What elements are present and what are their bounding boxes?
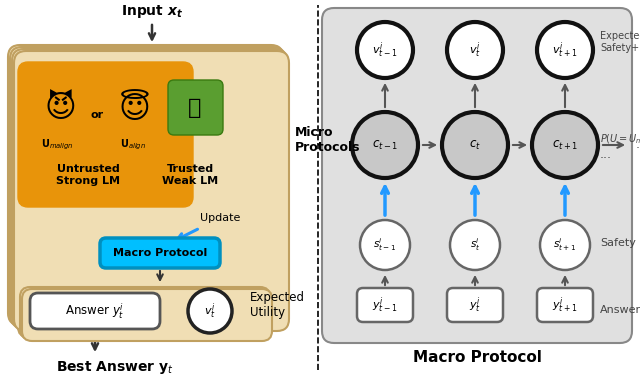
Text: $v_{t-1}^i$: $v_{t-1}^i$ bbox=[372, 40, 397, 60]
FancyBboxPatch shape bbox=[537, 288, 593, 322]
Text: ...: ... bbox=[600, 148, 612, 162]
Text: $c_t$: $c_t$ bbox=[469, 138, 481, 152]
FancyBboxPatch shape bbox=[447, 288, 503, 322]
Text: $c_{t-1}$: $c_{t-1}$ bbox=[372, 138, 398, 152]
FancyBboxPatch shape bbox=[357, 288, 413, 322]
Text: ...: ... bbox=[636, 138, 640, 152]
Text: $v_t^i$: $v_t^i$ bbox=[204, 301, 216, 321]
FancyBboxPatch shape bbox=[8, 45, 283, 325]
Circle shape bbox=[447, 22, 503, 78]
FancyBboxPatch shape bbox=[18, 62, 193, 207]
Circle shape bbox=[537, 22, 593, 78]
Text: $c_{t+1}$: $c_{t+1}$ bbox=[552, 138, 578, 152]
Text: $\mathbf{U}_{align}$: $\mathbf{U}_{align}$ bbox=[120, 138, 146, 152]
Text: $s_{t+1}^i$: $s_{t+1}^i$ bbox=[554, 237, 577, 254]
Text: 🧐: 🧐 bbox=[188, 98, 202, 118]
Text: Untrusted
Strong LM: Untrusted Strong LM bbox=[56, 164, 120, 186]
Text: Best Answer $\mathbf{y}_t$: Best Answer $\mathbf{y}_t$ bbox=[56, 358, 174, 375]
Circle shape bbox=[357, 22, 413, 78]
Text: Safety: Safety bbox=[600, 238, 636, 248]
FancyBboxPatch shape bbox=[168, 80, 223, 135]
FancyBboxPatch shape bbox=[18, 285, 268, 337]
Text: Macro Protocol: Macro Protocol bbox=[113, 248, 207, 258]
Text: Input $\bfit{x}_t$: Input $\bfit{x}_t$ bbox=[121, 3, 183, 21]
Circle shape bbox=[532, 112, 598, 178]
Text: 😇: 😇 bbox=[119, 93, 151, 123]
Text: $\mathbf{U}_{malign}$: $\mathbf{U}_{malign}$ bbox=[40, 138, 74, 152]
FancyBboxPatch shape bbox=[20, 287, 270, 339]
Circle shape bbox=[540, 220, 590, 270]
Text: $s_{t-1}^i$: $s_{t-1}^i$ bbox=[373, 237, 397, 254]
FancyBboxPatch shape bbox=[10, 47, 285, 327]
FancyBboxPatch shape bbox=[30, 293, 160, 329]
FancyBboxPatch shape bbox=[322, 8, 632, 343]
Text: Micro
Protocols: Micro Protocols bbox=[295, 126, 360, 154]
Text: $P(U = U_{malign})$: $P(U = U_{malign})$ bbox=[600, 133, 640, 147]
Text: $s_t^i$: $s_t^i$ bbox=[470, 237, 480, 254]
FancyBboxPatch shape bbox=[100, 238, 220, 268]
FancyBboxPatch shape bbox=[14, 51, 289, 331]
Text: $y_t^i$: $y_t^i$ bbox=[469, 295, 481, 315]
Text: Macro Protocol: Macro Protocol bbox=[413, 351, 541, 366]
FancyBboxPatch shape bbox=[22, 289, 272, 341]
Circle shape bbox=[450, 220, 500, 270]
Text: $y_{t+1}^i$: $y_{t+1}^i$ bbox=[552, 295, 578, 315]
Circle shape bbox=[188, 289, 232, 333]
Text: $y_{t-1}^i$: $y_{t-1}^i$ bbox=[372, 295, 398, 315]
Text: Answer: Answer bbox=[600, 305, 640, 315]
Text: 😈: 😈 bbox=[44, 93, 76, 123]
Text: or: or bbox=[90, 110, 104, 120]
Text: Expected
Utility: Expected Utility bbox=[250, 291, 305, 319]
FancyBboxPatch shape bbox=[12, 49, 287, 329]
Text: Update: Update bbox=[200, 213, 241, 223]
Text: Trusted
Weak LM: Trusted Weak LM bbox=[162, 164, 218, 186]
Circle shape bbox=[442, 112, 508, 178]
Text: $v_{t+1}^i$: $v_{t+1}^i$ bbox=[552, 40, 578, 60]
Text: $v_t^i$: $v_t^i$ bbox=[469, 40, 481, 60]
Circle shape bbox=[352, 112, 418, 178]
Text: Answer $y_t^i$: Answer $y_t^i$ bbox=[65, 301, 125, 321]
Circle shape bbox=[360, 220, 410, 270]
Text: Expected Utility:
Safety+Usefulness: Expected Utility: Safety+Usefulness bbox=[600, 31, 640, 53]
